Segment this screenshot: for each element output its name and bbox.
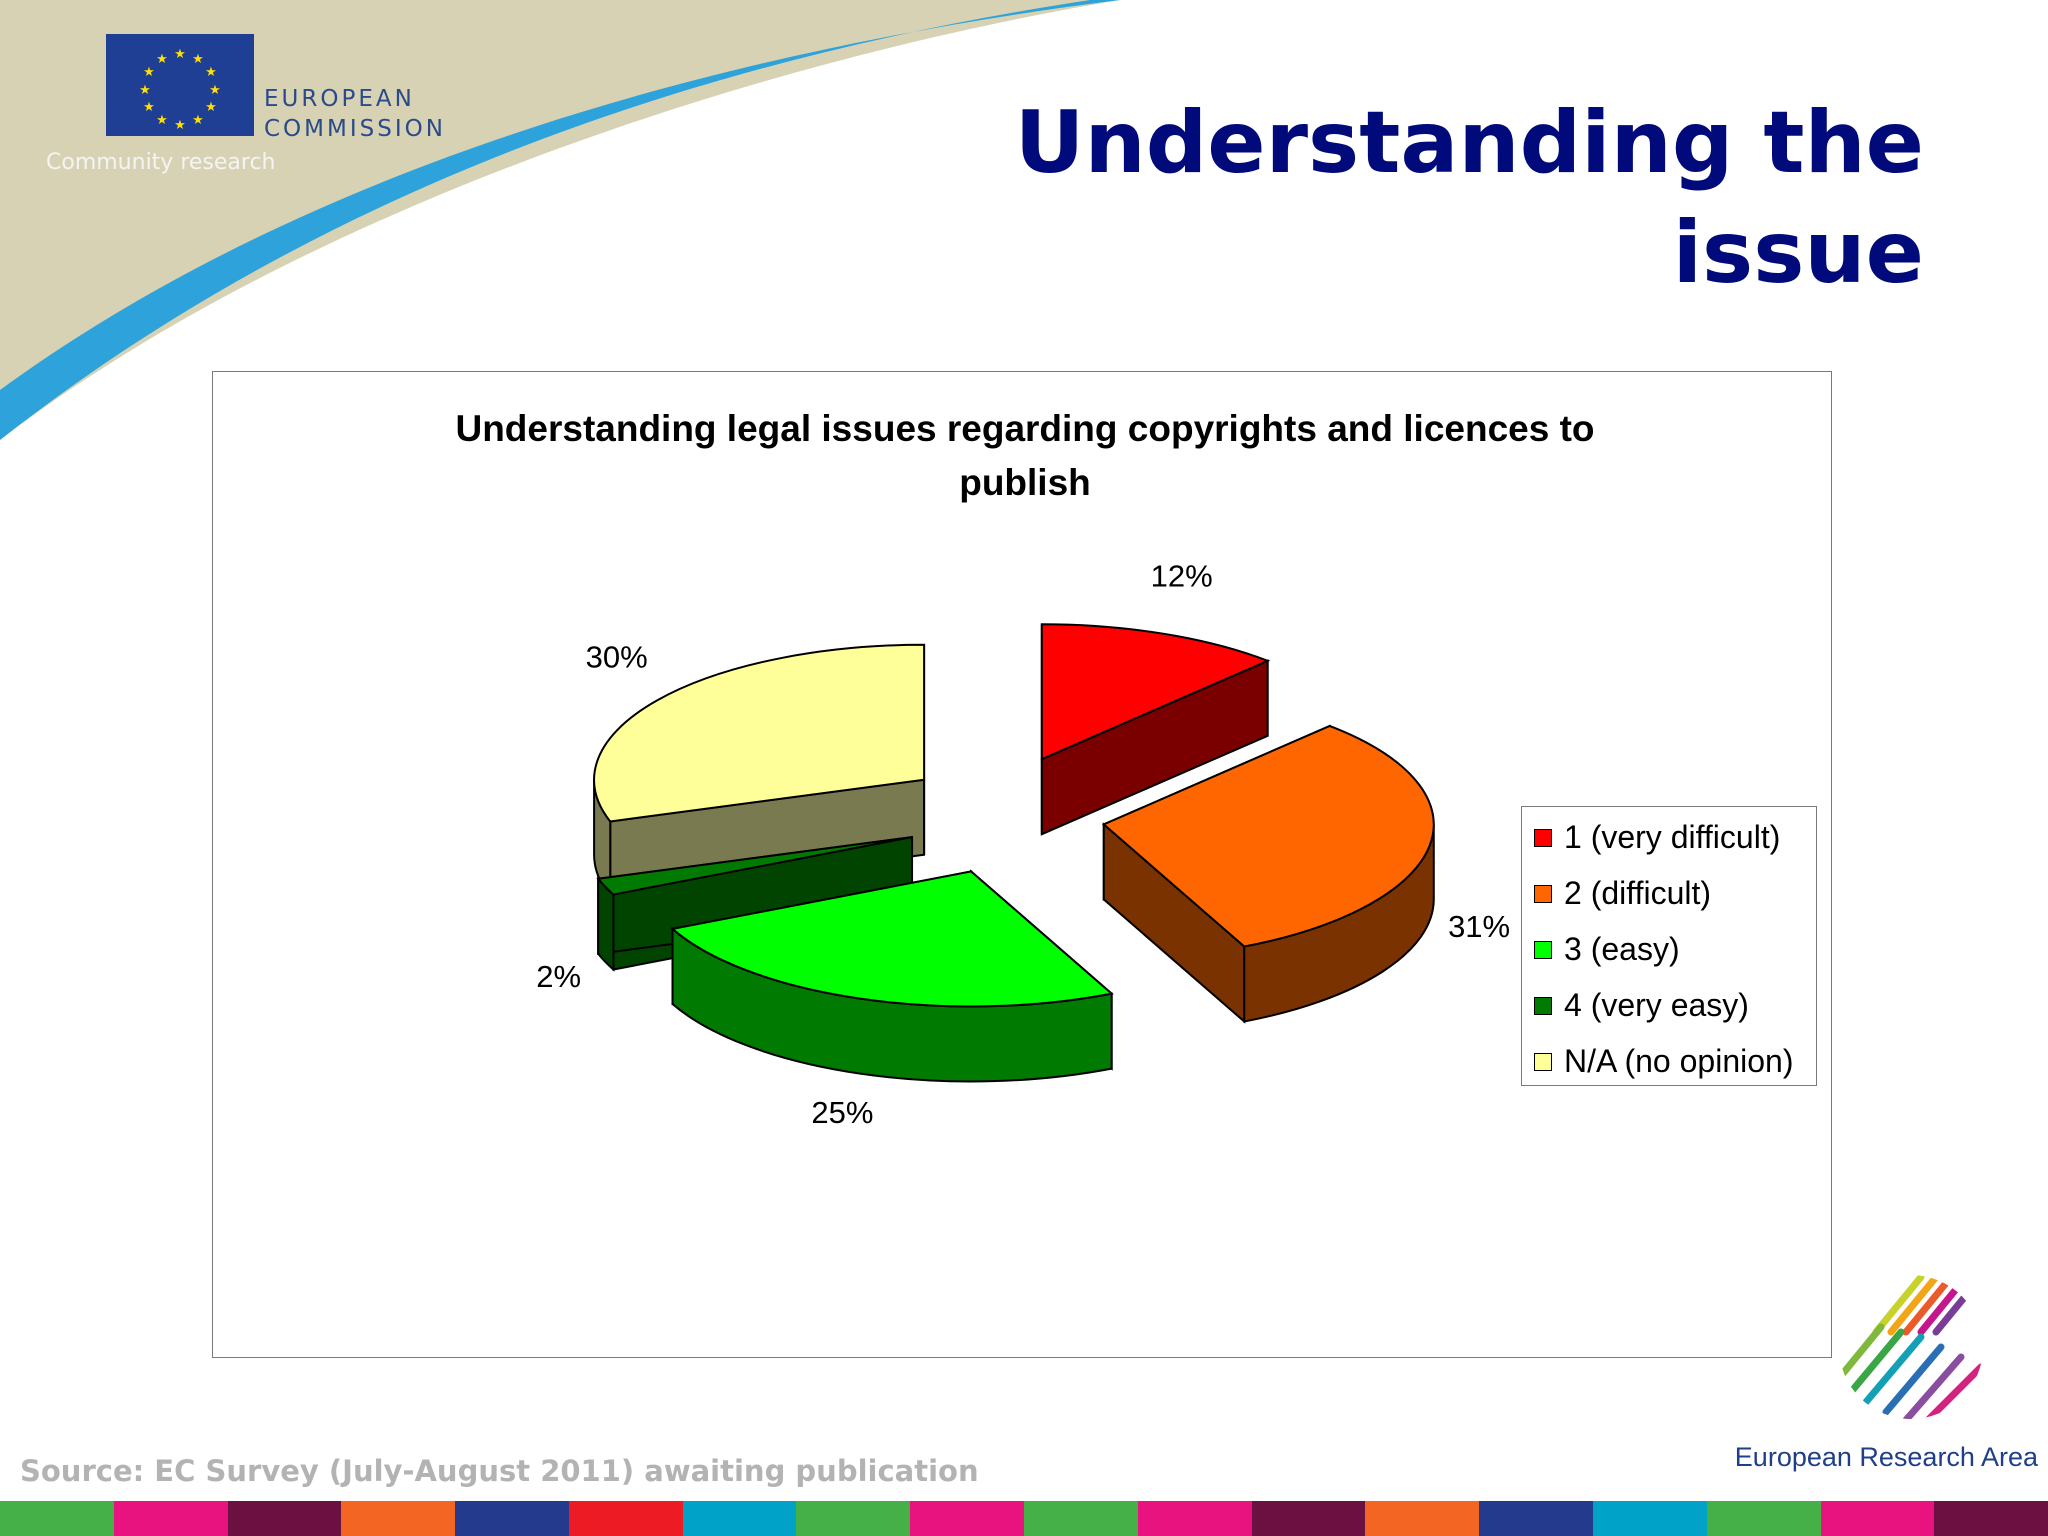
logo-subtitle: Community research (46, 150, 276, 175)
strip-segment (1592, 1501, 1707, 1536)
eu-stars-icon: ★ ★★ ★★★ ★★★ ★★★ (139, 47, 221, 133)
svg-text:★: ★ (209, 83, 221, 98)
legend-swatch (1534, 1053, 1552, 1071)
svg-text:★: ★ (143, 65, 155, 80)
legend-label: 4 (very easy) (1564, 987, 1749, 1023)
svg-text:★: ★ (139, 83, 151, 98)
pie-slice (1101, 724, 1435, 948)
svg-text:★: ★ (205, 65, 217, 80)
svg-text:★: ★ (143, 100, 155, 115)
chart-legend: 1 (very difficult) 2 (difficult) 3 (easy… (1521, 806, 1817, 1086)
pie-data-label: 31% (1448, 909, 1510, 944)
svg-text:★: ★ (156, 113, 168, 128)
strip-segment (0, 1501, 114, 1536)
eu-flag-logo: ★ ★ ★ ★ ★ ★ ★ ★ ★ ★ ★ ★ (106, 34, 254, 136)
strip-segment (1137, 1501, 1252, 1536)
eu-logo-text: EUROPEAN COMMISSION (264, 84, 446, 144)
strip-segment (1251, 1501, 1366, 1536)
pie-slice (596, 836, 913, 896)
strip-segment (1024, 1501, 1138, 1536)
strip-segment (1706, 1501, 1821, 1536)
strip-segment (455, 1501, 569, 1536)
strip-segment (341, 1501, 456, 1536)
logo-line-1: EUROPEAN (264, 86, 415, 112)
strip-segment (113, 1501, 228, 1536)
pie-data-label: 12% (1151, 559, 1213, 594)
svg-text:★: ★ (174, 118, 186, 133)
page-title: Understanding the issue (1014, 93, 1924, 303)
pie-data-label: 30% (586, 640, 648, 675)
strip-segment (227, 1501, 342, 1536)
svg-text:★: ★ (192, 113, 204, 128)
pie-slice (1040, 623, 1271, 761)
pie-slice (670, 870, 1114, 1008)
svg-text:★: ★ (205, 100, 217, 115)
strip-segment (1820, 1501, 1935, 1536)
legend-swatch (1534, 829, 1552, 847)
legend-swatch (1534, 997, 1552, 1015)
svg-text:★: ★ (192, 52, 204, 67)
logo-line-2: COMMISSION (264, 116, 446, 142)
chart-title: Understanding legal issues regarding cop… (455, 408, 1595, 503)
color-strip (0, 1501, 2048, 1536)
pie-slice (593, 643, 926, 823)
legend-label: 3 (easy) (1564, 931, 1680, 967)
pie-data-label: 2% (536, 959, 581, 994)
strip-segment (1479, 1501, 1593, 1536)
strip-segment (682, 1501, 797, 1536)
legend-label: 2 (difficult) (1564, 875, 1712, 911)
strip-segment (1934, 1501, 2048, 1536)
header-swoosh (0, 0, 1120, 440)
svg-text:★: ★ (156, 52, 168, 67)
strip-segment (910, 1501, 1025, 1536)
beige-band (0, 0, 1120, 440)
svg-text:★: ★ (174, 47, 186, 62)
legend-swatch (1534, 941, 1552, 959)
legend-label: 1 (very difficult) (1564, 819, 1781, 855)
legend-label: N/A (no opinion) (1564, 1043, 1794, 1079)
strip-segment (796, 1501, 911, 1536)
source-note: Source: EC Survey (July-August 2011) awa… (20, 1454, 979, 1488)
strip-segment (568, 1501, 683, 1536)
era-label: European Research Area (1734, 1442, 2038, 1472)
legend-swatch (1534, 885, 1552, 903)
strip-segment (1365, 1501, 1480, 1536)
era-logo-icon (1839, 1275, 1983, 1419)
pie-data-label: 25% (811, 1095, 873, 1130)
